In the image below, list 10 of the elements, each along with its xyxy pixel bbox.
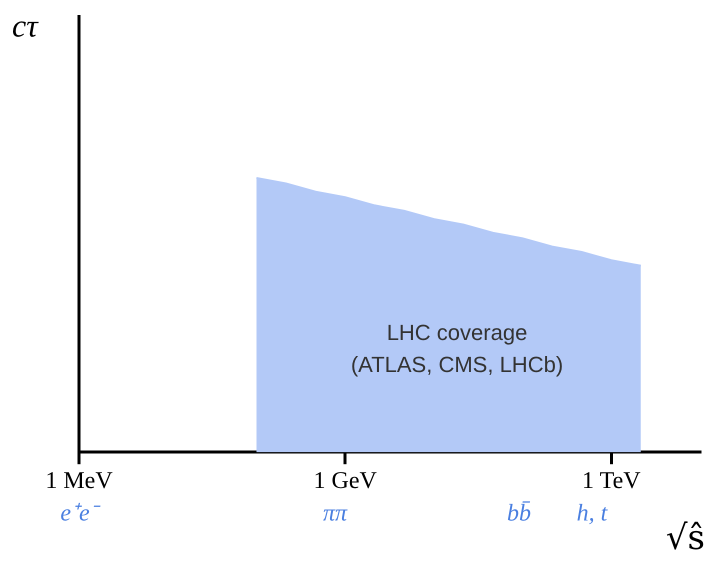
x-tick-label: 1 TeV [582, 468, 642, 494]
text: ππ [322, 500, 348, 526]
x-tick-label: 1 MeV [45, 468, 114, 494]
text: h, t [576, 500, 609, 526]
x-tick-label: 1 GeV [313, 468, 378, 494]
x-axis-title: √ŝ [666, 518, 705, 558]
text: e⁺e⁻ [60, 500, 101, 526]
text: bb̄ [507, 500, 531, 526]
y-axis-title: cτ [12, 7, 40, 44]
annotation: LHC coverage (ATLAS, CMS, LHCb) [350, 320, 564, 378]
